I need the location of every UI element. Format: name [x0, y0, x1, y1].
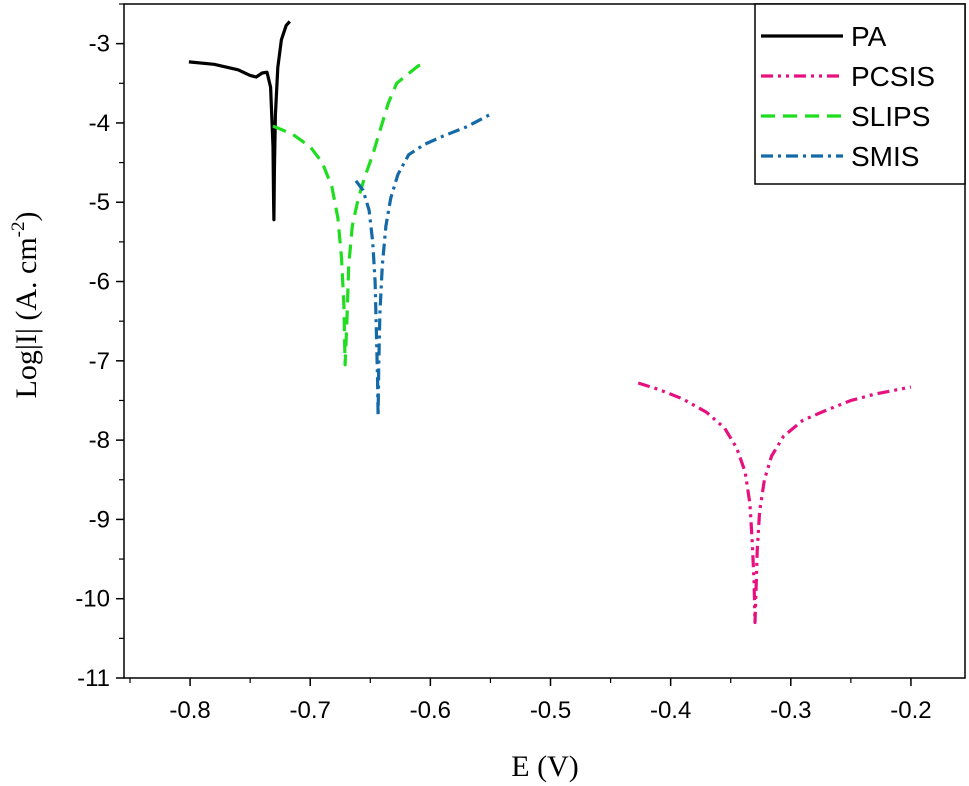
- series-layer: [188, 20, 912, 625]
- x-tick-label: -0.3: [770, 697, 811, 724]
- x-tick-label: -0.4: [650, 697, 691, 724]
- y-axis: -11 -10 -9 -8 -7 -6 -5 -4 -3: [75, 3, 124, 692]
- y-tick-label: -11: [77, 665, 110, 692]
- y-axis-title: Log|I| (A. cm-2): [8, 212, 43, 399]
- legend: PA PCSIS SLIPS SMIS: [754, 3, 966, 185]
- y-tick-label: -9: [89, 506, 110, 533]
- y-axis-title-main: Log|I| (A. cm: [10, 237, 43, 398]
- plot-frame: [123, 3, 966, 679]
- legend-label-smis: SMIS: [851, 141, 919, 172]
- x-tick-label: -0.7: [290, 697, 331, 724]
- x-tick-label: -0.8: [169, 697, 210, 724]
- x-tick-label: -0.6: [410, 697, 451, 724]
- legend-label-pcsis: PCSIS: [851, 61, 935, 92]
- y-tick-label: -6: [89, 269, 110, 296]
- series-line-pcsis: [637, 381, 912, 625]
- plot-border: [123, 3, 966, 679]
- y-axis-title-end: ): [10, 212, 43, 222]
- y-axis-title-sup: -2: [8, 222, 29, 238]
- y-tick-label: -4: [89, 110, 110, 137]
- y-tick-label: -10: [75, 586, 110, 613]
- y-tick-label: -7: [89, 348, 110, 375]
- x-tick-label: -0.5: [530, 697, 571, 724]
- series-line-pa: [188, 20, 291, 222]
- legend-label-slips: SLIPS: [851, 101, 930, 132]
- series-line-smis: [354, 113, 490, 418]
- y-tick-label: -3: [89, 31, 110, 58]
- x-axis-title: E (V): [511, 750, 578, 783]
- x-tick-label: -0.2: [890, 697, 931, 724]
- series-line-slips: [272, 62, 424, 367]
- legend-label-pa: PA: [851, 21, 887, 52]
- y-tick-label: -8: [89, 427, 110, 454]
- y-tick-label: -5: [89, 189, 110, 216]
- legend-box: [754, 3, 966, 185]
- x-axis: -0.8 -0.7 -0.6 -0.5 -0.4 -0.3 -0.2: [129, 678, 932, 724]
